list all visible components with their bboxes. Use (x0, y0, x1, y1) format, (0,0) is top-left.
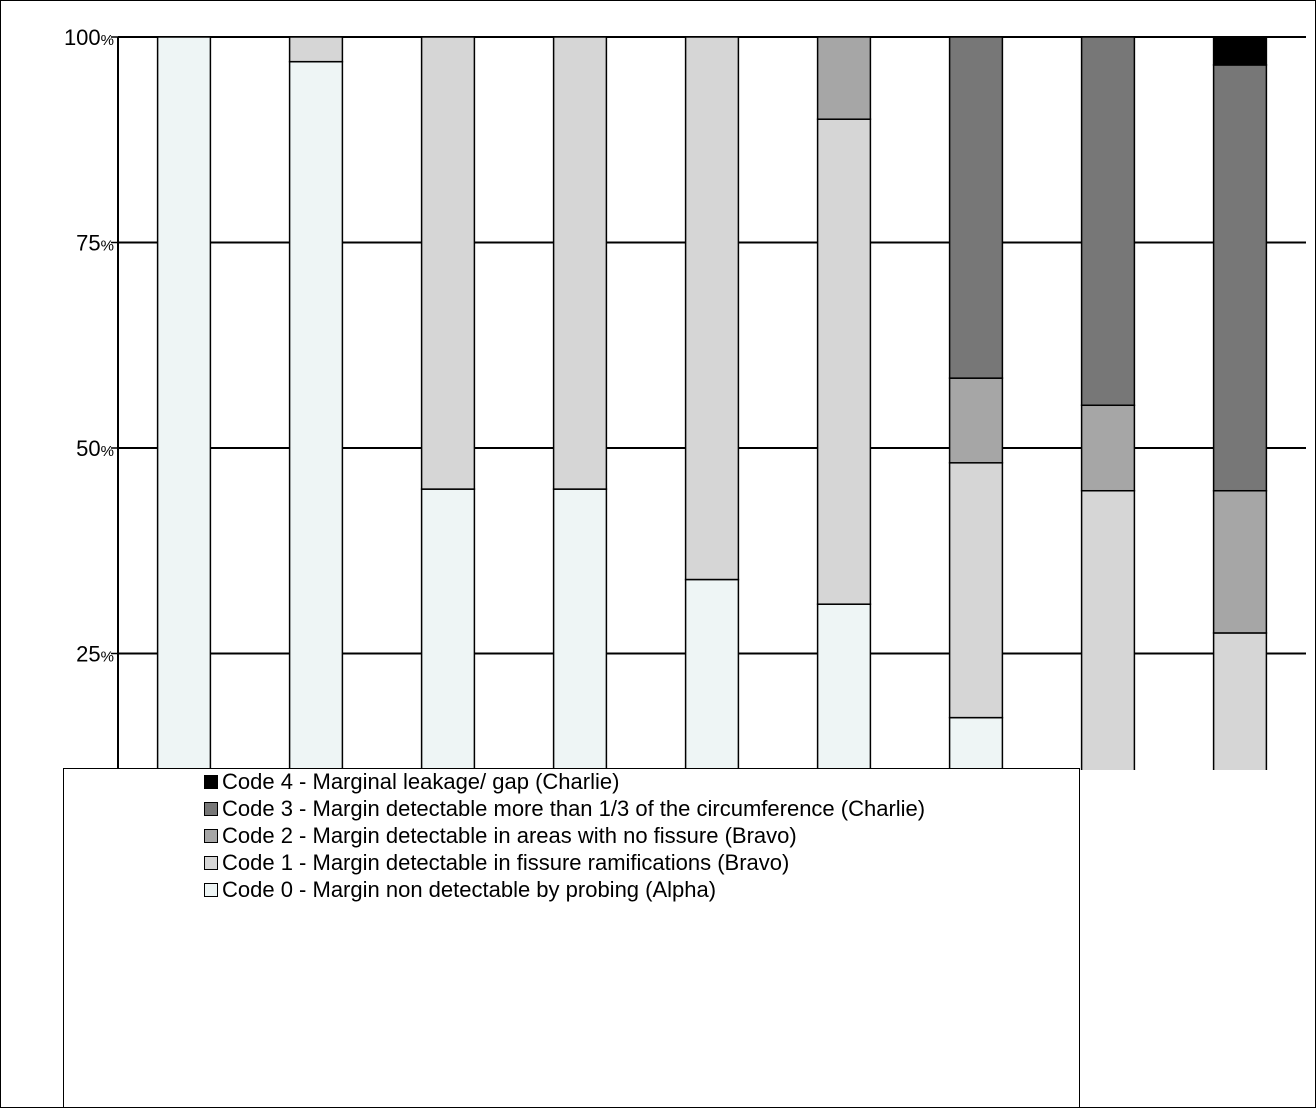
bar-segment (552, 488, 608, 770)
bar-segment (552, 36, 608, 490)
bar-segment (1212, 489, 1268, 634)
legend-item-code-2: Code 2 - Margin detectable in areas with… (204, 823, 797, 849)
bar-segment (156, 36, 212, 770)
legend: Code 4 - Marginal leakage/ gap (Charlie)… (63, 768, 1080, 1108)
y-tick-label: 100% (64, 25, 114, 50)
legend-label: Code 2 - Margin detectable in areas with… (222, 823, 797, 848)
bar-segment (1080, 489, 1136, 770)
legend-swatch (204, 775, 218, 789)
stacked-bar-chart: 0%25%50%75%100% BL1y2y3y4y5y10y15y29y (64, 25, 1306, 770)
legend-item-code-3: Code 3 - Margin detectable more than 1/3… (204, 796, 925, 822)
bar-segment (1212, 36, 1268, 66)
bar-segment (948, 716, 1004, 770)
y-tick-label: 75% (76, 231, 114, 256)
bar-segment (816, 118, 872, 605)
legend-swatch (204, 856, 218, 870)
axes (111, 36, 119, 770)
bar-segment (816, 36, 872, 120)
bar-segment (684, 36, 740, 581)
bar-segment (1080, 36, 1136, 407)
legend-label: Code 0 - Margin non detectable by probin… (222, 877, 717, 902)
bar-segments (156, 36, 1268, 770)
legend-item-code-4: Code 4 - Marginal leakage/ gap (Charlie) (204, 769, 619, 795)
legend-item-code-1: Code 1 - Margin detectable in fissure ra… (204, 850, 789, 876)
legend-label: Code 3 - Margin detectable more than 1/3… (222, 796, 926, 821)
bar-segment (684, 578, 740, 770)
legend-swatch (204, 883, 218, 897)
legend-swatch (204, 829, 218, 843)
legend-item-code-0: Code 0 - Margin non detectable by probin… (204, 877, 716, 903)
bar-segment (948, 462, 1004, 719)
bar-segment (1212, 64, 1268, 492)
bar-segment (420, 488, 476, 770)
y-tick-labels: 0%25%50%75%100% (64, 25, 114, 667)
y-tick-label: 50% (76, 436, 114, 461)
bar-segment (948, 377, 1004, 464)
bar-segment (288, 36, 344, 63)
bar-segment (948, 36, 1004, 379)
bar-segment (816, 603, 872, 770)
y-tick-label: 25% (76, 642, 114, 667)
bar-segment (288, 60, 344, 770)
legend-label: Code 1 - Margin detectable in fissure ra… (222, 850, 790, 875)
bar-segment (1212, 632, 1268, 770)
bar-segment (420, 36, 476, 490)
legend-label: Code 4 - Marginal leakage/ gap (Charlie) (222, 769, 620, 794)
legend-swatch (204, 802, 218, 816)
bar-segment (1080, 404, 1136, 492)
